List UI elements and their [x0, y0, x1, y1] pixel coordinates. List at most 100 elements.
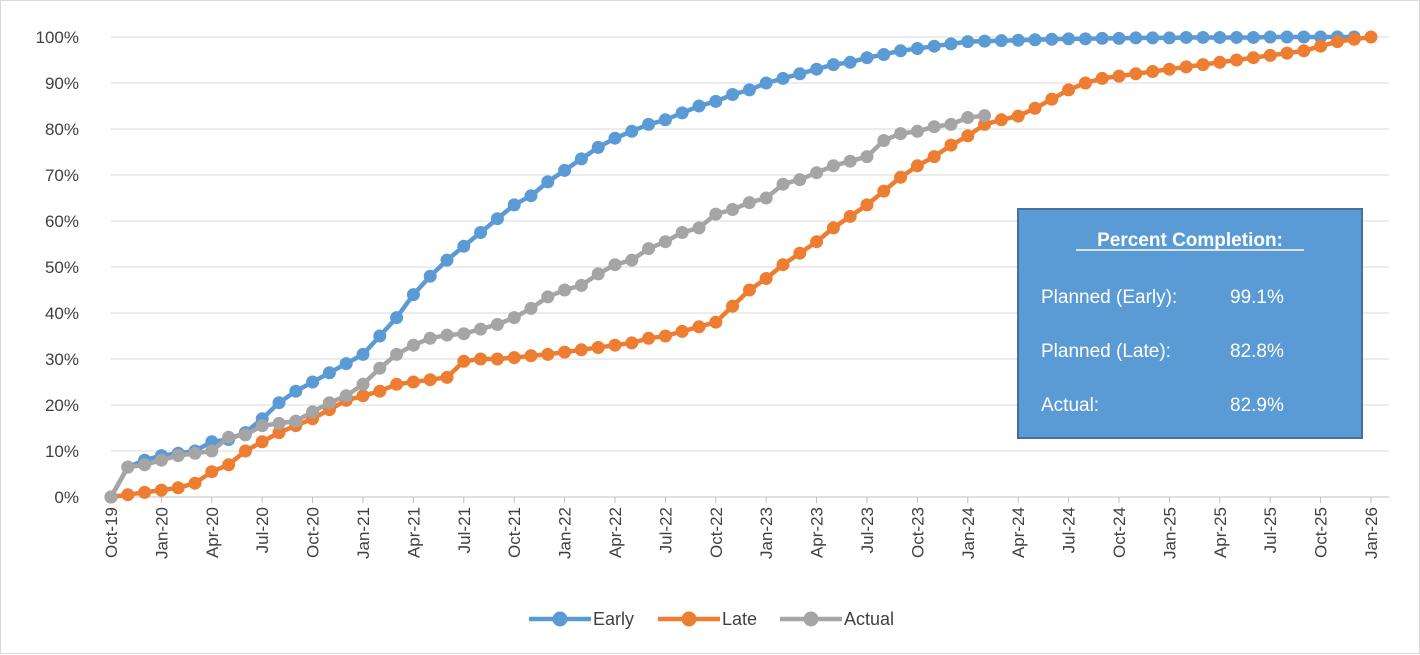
data-point-early — [1314, 30, 1328, 44]
x-tick-label: Apr-24 — [1009, 507, 1028, 558]
data-point-early — [322, 366, 336, 380]
x-tick-label: Oct-20 — [304, 507, 323, 558]
data-point-late — [154, 483, 168, 497]
data-point-early — [826, 58, 840, 72]
x-tick-label: Apr-21 — [404, 507, 423, 558]
data-point-late — [1246, 51, 1260, 65]
data-point-early — [591, 140, 605, 154]
data-point-late — [1095, 71, 1109, 85]
data-point-early — [306, 375, 320, 389]
data-point-actual — [121, 460, 135, 474]
data-point-actual — [726, 203, 740, 216]
data-point-actual — [524, 301, 538, 315]
data-point-early — [1129, 31, 1143, 45]
data-point-actual — [205, 444, 219, 458]
x-tick-label: Jul-23 — [858, 507, 877, 553]
data-point-late — [608, 338, 622, 352]
data-point-actual — [490, 318, 504, 331]
data-point-actual — [709, 207, 723, 221]
data-point-actual — [860, 150, 874, 164]
data-point-late — [1213, 55, 1227, 69]
legend: Early Late Actual — [529, 609, 894, 629]
data-point-late — [1011, 109, 1025, 123]
data-point-late — [457, 354, 471, 368]
data-point-early — [927, 39, 941, 53]
data-point-late — [373, 384, 387, 398]
data-point-early — [558, 163, 572, 177]
data-point-actual — [104, 490, 118, 504]
data-point-late — [877, 184, 891, 198]
data-point-actual — [877, 134, 891, 147]
x-tick-label: Jul-22 — [656, 507, 675, 553]
data-point-actual — [138, 458, 152, 472]
legend-label: Actual — [844, 609, 894, 629]
data-point-late — [171, 481, 185, 495]
data-point-actual — [255, 419, 269, 433]
data-point-actual — [843, 154, 857, 168]
data-point-actual — [591, 267, 605, 281]
x-tick-label: Jan-23 — [757, 507, 776, 559]
y-axis: 0% 10% 20% 30% 40% 50% 60% 70% 80% 90% 100% — [36, 28, 79, 507]
data-point-late — [1280, 46, 1294, 60]
x-tick-label: Oct-21 — [505, 507, 524, 558]
data-point-early — [910, 42, 924, 55]
data-point-early — [1112, 31, 1126, 45]
data-point-actual — [440, 328, 454, 342]
data-point-early — [390, 311, 404, 325]
completion-row-late-value: 82.8% — [1230, 341, 1284, 362]
data-point-actual — [154, 453, 168, 467]
data-point-late — [1028, 101, 1042, 115]
series-layer — [104, 30, 1378, 504]
data-point-early — [339, 357, 353, 371]
data-point-late — [222, 458, 236, 472]
data-point-late — [658, 329, 672, 343]
data-point-early — [608, 131, 622, 145]
data-point-late — [961, 129, 975, 143]
data-point-late — [1146, 65, 1160, 78]
data-point-early — [675, 106, 689, 120]
data-point-actual — [826, 159, 840, 173]
data-point-actual — [910, 124, 924, 138]
x-tick-label: Jul-24 — [1060, 507, 1079, 553]
completion-box-title: Percent Completion: — [1097, 230, 1283, 251]
completion-row-actual-value: 82.9% — [1230, 395, 1284, 416]
data-point-actual — [793, 173, 807, 187]
data-point-actual — [222, 430, 236, 444]
data-point-early — [1230, 30, 1244, 44]
data-point-actual — [373, 361, 387, 375]
data-point-late — [860, 198, 874, 212]
data-point-early — [205, 435, 219, 449]
x-tick-label: Apr-23 — [808, 507, 827, 558]
data-point-actual — [356, 377, 370, 391]
data-point-actual — [658, 235, 672, 249]
data-point-actual — [306, 405, 320, 419]
data-point-actual — [390, 347, 404, 361]
data-point-actual — [541, 290, 555, 304]
data-point-actual — [289, 414, 303, 428]
data-point-early — [894, 44, 908, 58]
data-point-early — [474, 226, 488, 239]
data-point-early — [944, 37, 958, 51]
y-tick-label: 0% — [54, 488, 79, 507]
x-tick-label: Jul-25 — [1261, 507, 1280, 553]
data-point-actual — [171, 449, 185, 463]
legend-item-early: Early — [529, 609, 634, 629]
data-point-late — [826, 221, 840, 235]
y-tick-label: 80% — [45, 120, 79, 139]
data-point-late — [692, 320, 706, 334]
x-tick-label: Jan-21 — [354, 507, 373, 559]
y-tick-label: 70% — [45, 166, 79, 185]
data-point-late — [927, 150, 941, 164]
data-point-late — [591, 341, 605, 354]
data-point-early — [860, 51, 874, 65]
data-point-early — [709, 94, 723, 108]
data-point-early — [1246, 30, 1260, 44]
legend-item-actual: Actual — [780, 609, 894, 629]
data-point-early — [272, 396, 286, 410]
data-point-late — [255, 435, 269, 449]
x-axis: Oct-19 Jan-20 Apr-20 Jul-20 Oct-20 Jan-21 Apr-… — [102, 496, 1389, 559]
data-point-actual — [944, 117, 958, 131]
data-point-late — [709, 315, 723, 329]
data-point-actual — [978, 109, 992, 123]
data-point-late — [1078, 76, 1092, 90]
